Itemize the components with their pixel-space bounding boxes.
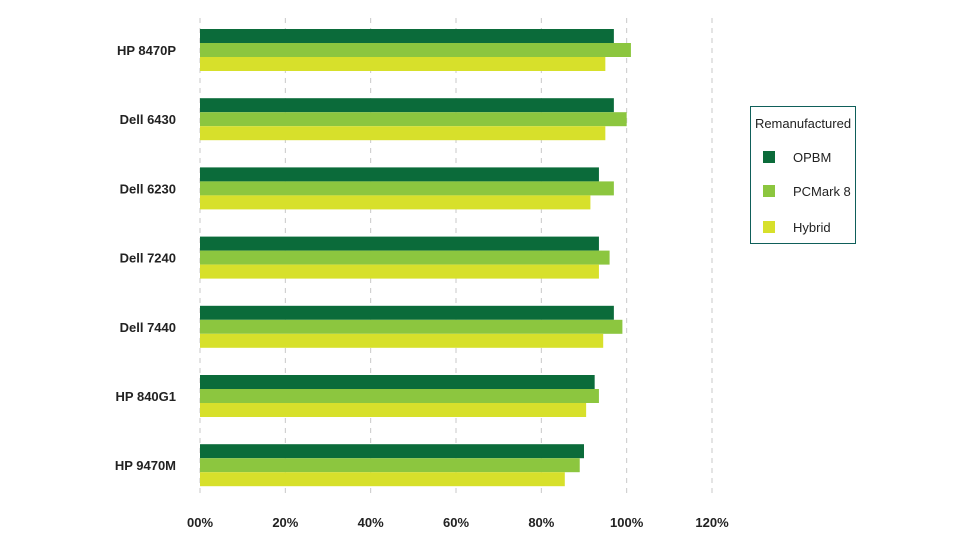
bar xyxy=(200,375,595,389)
legend-item-opbm: OPBM xyxy=(763,149,831,165)
x-tick-label: 20% xyxy=(272,515,298,530)
bar xyxy=(200,472,565,487)
bar xyxy=(200,29,614,43)
bar xyxy=(200,264,599,279)
legend-label-pcmark8: PCMark 8 xyxy=(793,183,851,199)
legend-label-hybrid: Hybrid xyxy=(793,219,831,235)
bar xyxy=(200,403,587,417)
bar xyxy=(200,305,614,320)
category-label: Dell 6430 xyxy=(120,112,176,127)
x-tick-label: 100% xyxy=(610,515,644,530)
x-tick-label: 00% xyxy=(187,515,213,530)
bar xyxy=(200,181,614,196)
bar xyxy=(200,333,604,348)
bar xyxy=(200,319,623,334)
legend-swatch-pcmark8 xyxy=(763,185,775,197)
bar xyxy=(200,57,606,71)
bar xyxy=(200,167,599,182)
category-label: Dell 7440 xyxy=(120,320,176,335)
legend-label-opbm: OPBM xyxy=(793,149,832,165)
bar xyxy=(200,250,610,265)
bar-group xyxy=(200,29,631,487)
bar xyxy=(200,458,580,473)
bar xyxy=(200,444,584,459)
legend-swatch-hybrid xyxy=(763,221,775,233)
bar xyxy=(200,98,614,113)
legend-item-hybrid: Hybrid xyxy=(763,219,831,235)
x-tick-label: 80% xyxy=(528,515,554,530)
category-label: HP 840G1 xyxy=(116,389,176,404)
bar xyxy=(200,236,599,251)
legend-item-pcmark8: PCMark 8 xyxy=(763,183,851,199)
x-tick-label: 40% xyxy=(358,515,384,530)
bar xyxy=(200,195,591,210)
x-tick-label: 120% xyxy=(695,515,729,530)
bar xyxy=(200,43,631,57)
bar xyxy=(200,126,606,141)
legend-title: Remanufactured xyxy=(754,116,852,131)
bar xyxy=(200,112,627,127)
legend-swatch-opbm xyxy=(763,151,775,163)
category-label: HP 9470M xyxy=(115,458,176,473)
x-axis-tick-labels: 00% 20% 40% 60% 80% 100% 120% xyxy=(187,515,729,530)
category-label: Dell 6230 xyxy=(120,181,176,196)
category-label: Dell 7240 xyxy=(120,251,176,266)
legend: Remanufactured OPBM PCMark 8 Hybrid xyxy=(750,106,856,244)
bar xyxy=(200,389,599,403)
category-labels: HP 8470P Dell 6430 Dell 6230 Dell 7240 Dell … xyxy=(115,43,177,473)
x-tick-label: 60% xyxy=(443,515,469,530)
category-label: HP 8470P xyxy=(117,43,176,58)
